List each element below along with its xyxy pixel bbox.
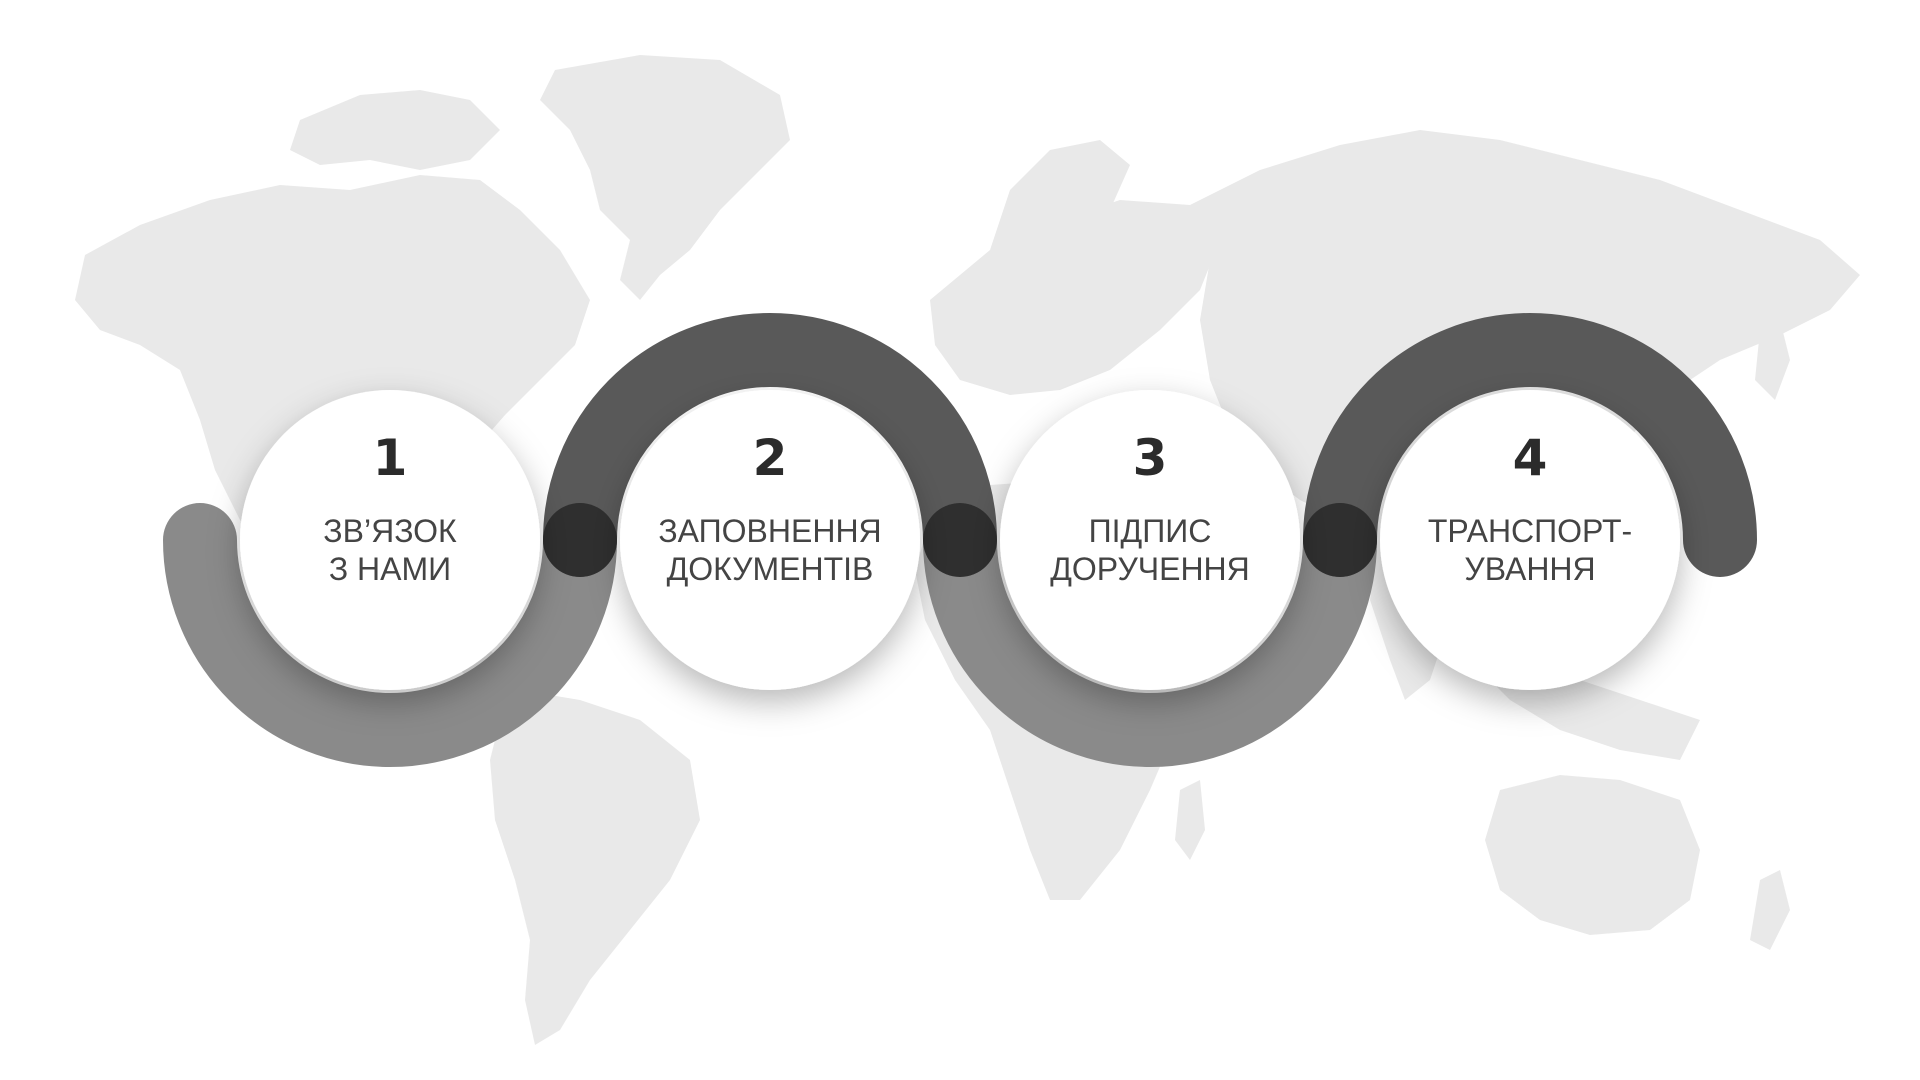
step-3: 3 ПІДПИС ДОРУЧЕННЯ [1000,390,1300,690]
step-2-label-line1: ЗАПОВНЕННЯ [658,513,881,549]
arc-joints [543,503,1377,577]
joint-dot-3-4 [1303,503,1377,577]
step-2-circle [620,390,920,690]
step-4: 4 ТРАНСПОРТ- УВАННЯ [1380,390,1680,690]
map-north-america [75,175,590,625]
step-4-number: 4 [1513,429,1548,487]
step-1-circle [240,390,540,690]
connector-arcs [163,313,1757,767]
map-europe [930,200,1220,395]
step-1-label-line1: ЗВ’ЯЗОК [323,513,457,549]
step-3-number: 3 [1133,429,1168,487]
step-1-label-line2: З НАМИ [329,551,451,587]
step-4-circle [1380,390,1680,690]
arc-step-3-bottom [923,503,1377,767]
map-australia [1485,775,1700,935]
map-new-zealand [1750,870,1790,950]
joint-dot-1-2 [543,503,617,577]
step-2-number: 2 [753,429,788,487]
map-canadian-arctic [290,90,500,170]
joint-dot-2-3 [923,503,997,577]
step-4-label-line1: ТРАНСПОРТ- [1428,513,1632,549]
step-1: 1 ЗВ’ЯЗОК З НАМИ [240,390,540,690]
map-japan [1755,320,1790,400]
step-2: 2 ЗАПОВНЕННЯ ДОКУМЕНТІВ [620,390,920,690]
map-greenland [540,55,790,300]
step-3-label-line2: ДОРУЧЕННЯ [1050,551,1250,587]
arc-step-4-top [1303,313,1757,577]
step-3-label-line1: ПІДПИС [1089,513,1212,549]
map-south-america [490,690,700,1045]
arc-step-2-top [543,313,997,577]
step-3-circle [1000,390,1300,690]
step-2-label-line2: ДОКУМЕНТІВ [667,551,874,587]
step-1-number: 1 [373,429,408,487]
arc-step-1-bottom [163,503,617,767]
map-scandinavia [990,140,1130,250]
step-4-label-line2: УВАННЯ [1464,551,1595,587]
map-madagascar [1175,780,1205,860]
